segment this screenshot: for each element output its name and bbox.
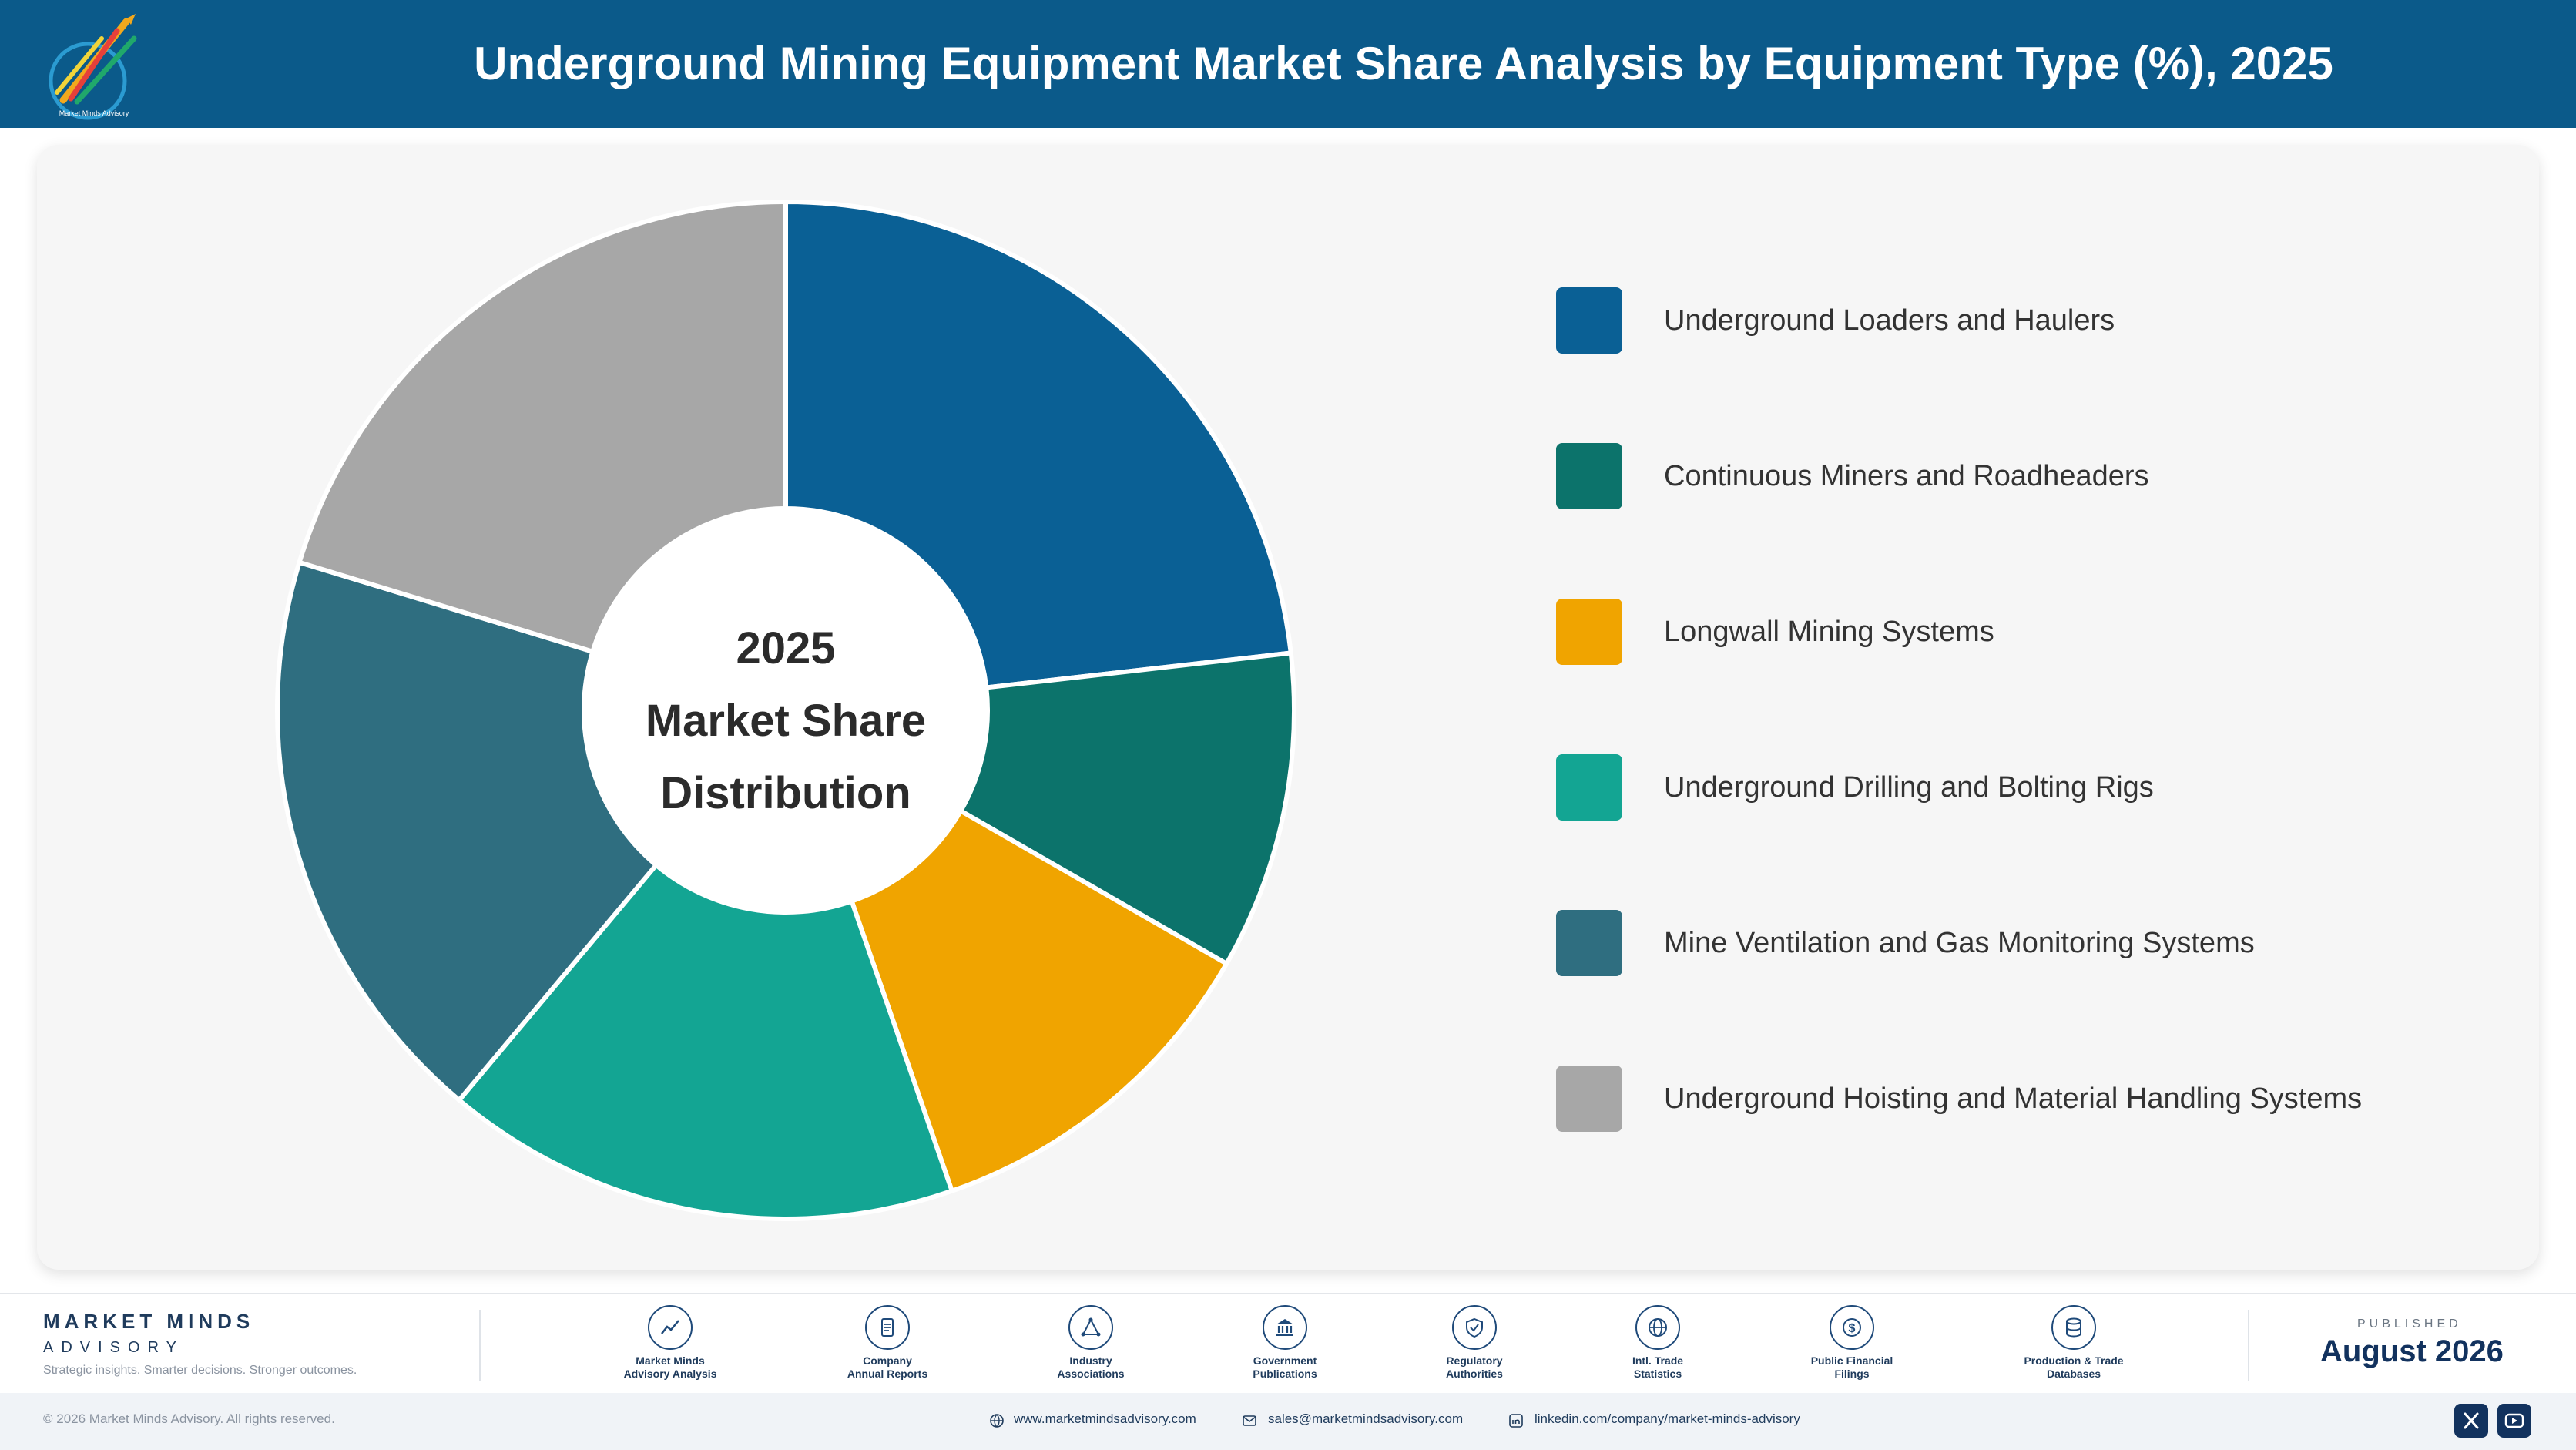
published-date: August 2026: [2320, 1334, 2504, 1368]
source-label: Advisory Analysis: [623, 1368, 717, 1380]
shield-check-icon: [1452, 1305, 1497, 1350]
network-icon: [1068, 1305, 1113, 1350]
line-chart-icon: [648, 1305, 693, 1350]
source-label: Government: [1253, 1354, 1317, 1367]
youtube-icon[interactable]: [2497, 1404, 2531, 1438]
source-government-publications[interactable]: Government Publications: [1216, 1305, 1354, 1381]
globe-icon: [1635, 1305, 1680, 1350]
legend-label: Underground Drilling and Bolting Rigs: [1664, 771, 2154, 804]
legend-swatch: [1556, 754, 1622, 821]
source-label: Associations: [1057, 1368, 1125, 1380]
source-advisory-analysis[interactable]: Market Minds Advisory Analysis: [601, 1305, 740, 1381]
x-twitter-icon[interactable]: [2454, 1404, 2488, 1438]
source-label: Statistics: [1633, 1368, 1682, 1380]
dollar-coin-icon: $: [1830, 1305, 1874, 1350]
government-building-icon: [1263, 1305, 1307, 1350]
donut-hole: [584, 509, 988, 912]
source-financial-filings[interactable]: $ Public Financial Filings: [1783, 1305, 1921, 1381]
legend-label: Underground Loaders and Haulers: [1664, 304, 2115, 337]
logo-tagline: Market Minds Advisory: [59, 109, 129, 117]
source-label: Intl. Trade: [1632, 1354, 1684, 1367]
published-label: PUBLISHED: [2357, 1317, 2462, 1331]
email-icon: [1243, 1415, 1256, 1426]
source-label: Production & Trade: [2024, 1354, 2124, 1367]
source-label: Industry: [1069, 1354, 1112, 1367]
legend-item[interactable]: Underground Hoisting and Material Handli…: [1556, 1062, 2519, 1132]
source-label: Annual Reports: [847, 1368, 928, 1380]
linkedin-link[interactable]: linkedin.com/company/market-minds-adviso…: [1535, 1411, 1800, 1426]
source-label: Public Financial: [1810, 1354, 1893, 1367]
donut-chart: [277, 202, 1294, 1219]
company-logo[interactable]: Market Minds Advisory: [40, 8, 148, 123]
email-link[interactable]: sales@marketmindsadvisory.com: [1268, 1411, 1464, 1426]
svg-text:$: $: [1849, 1322, 1856, 1335]
legend-swatch: [1556, 443, 1622, 509]
legend-item[interactable]: Underground Drilling and Bolting Rigs: [1556, 750, 2519, 821]
legend-item[interactable]: Longwall Mining Systems: [1556, 595, 2519, 665]
source-label: Regulatory: [1446, 1354, 1503, 1367]
database-icon: [2051, 1305, 2096, 1350]
footer-divider: [2248, 1310, 2249, 1381]
footer: MARKET MINDS ADVISORY Strategic insights…: [0, 1293, 2576, 1393]
globe-icon: [990, 1414, 1004, 1428]
legend-swatch: [1556, 910, 1622, 976]
footer-divider: [479, 1310, 481, 1381]
source-industry-associations[interactable]: Industry Associations: [1021, 1305, 1160, 1381]
document-icon: [865, 1305, 910, 1350]
legend-label: Longwall Mining Systems: [1664, 616, 1994, 648]
source-label: Publications: [1253, 1368, 1317, 1380]
source-label: Filings: [1834, 1368, 1870, 1380]
legend-label: Continuous Miners and Roadheaders: [1664, 460, 2149, 492]
legend-swatch: [1556, 287, 1622, 354]
website-link[interactable]: www.marketmindsadvisory.com: [1014, 1411, 1196, 1426]
legend-label: Underground Hoisting and Material Handli…: [1664, 1082, 2363, 1115]
legend-swatch: [1556, 599, 1622, 665]
legend-item[interactable]: Continuous Miners and Roadheaders: [1556, 439, 2519, 509]
source-label: Market Minds: [636, 1354, 705, 1367]
legend-item[interactable]: Underground Loaders and Haulers: [1556, 284, 2519, 354]
header-bar: Market Minds Advisory Underground Mining…: [0, 0, 2576, 128]
center-line-3: Distribution: [660, 768, 911, 818]
linkedin-icon: [1509, 1414, 1523, 1428]
legend-label: Mine Ventilation and Gas Monitoring Syst…: [1664, 927, 2255, 959]
page-title: Underground Mining Equipment Market Shar…: [474, 38, 2333, 89]
source-trade-statistics[interactable]: Intl. Trade Statistics: [1588, 1305, 1727, 1381]
footer-brand-sub: ADVISORY: [43, 1339, 184, 1356]
source-annual-reports[interactable]: Company Annual Reports: [818, 1305, 957, 1381]
source-regulatory-authorities[interactable]: Regulatory Authorities: [1405, 1305, 1544, 1381]
copyright-text: © 2026 Market Minds Advisory. All rights…: [43, 1411, 335, 1426]
source-label: Authorities: [1446, 1368, 1503, 1380]
legend-item[interactable]: Mine Ventilation and Gas Monitoring Syst…: [1556, 906, 2519, 976]
bottom-bar: © 2026 Market Minds Advisory. All rights…: [0, 1393, 2576, 1450]
source-label: Databases: [2046, 1368, 2101, 1380]
legend-swatch: [1556, 1066, 1622, 1132]
footer-brand-tagline: Strategic insights. Smarter decisions. S…: [43, 1364, 357, 1377]
center-line-2: Market Share: [645, 696, 927, 746]
source-trade-databases[interactable]: Production & Trade Databases: [2004, 1305, 2143, 1381]
donut-center-label: 2025 Market Share Distribution: [585, 613, 986, 830]
source-label: Company: [863, 1354, 912, 1367]
center-line-1: 2025: [736, 623, 836, 673]
footer-brand-name: MARKET MINDS: [43, 1310, 255, 1333]
